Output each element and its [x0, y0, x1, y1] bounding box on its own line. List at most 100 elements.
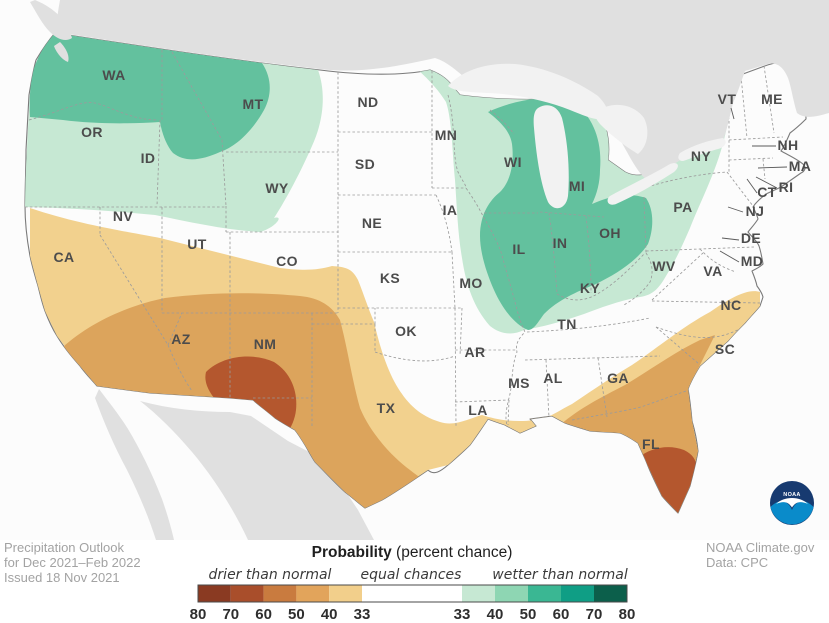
legend-number-wetter-70: 70	[586, 606, 603, 623]
legend-label-equal: equal chances	[361, 567, 462, 583]
state-label-va: VA	[703, 263, 722, 279]
attribution-line-1: Precipitation Outlook	[4, 540, 124, 555]
state-label-wi: WI	[504, 154, 522, 170]
state-callout-lines	[719, 107, 788, 263]
legend-tick-numbers: 80 70 60 50 40 33 33 40 50 60 70 80	[190, 606, 636, 623]
state-label-md: MD	[741, 253, 764, 269]
state-label-ok: OK	[395, 323, 417, 339]
state-label-il: IL	[512, 241, 525, 257]
state-label-nm: NM	[254, 336, 277, 352]
legend-number-drier-60: 60	[255, 606, 272, 623]
legend-swatch-wetter-0	[462, 585, 495, 602]
legend-swatch-wetter-2	[528, 585, 561, 602]
state-label-or: OR	[81, 124, 103, 140]
legend-swatch-drier-4	[329, 585, 362, 602]
lake-superior	[448, 63, 608, 120]
region-wetter-40-northwest	[29, 33, 270, 160]
state-label-wy: WY	[265, 180, 289, 196]
state-label-wa: WA	[102, 67, 125, 83]
legend-swatch-drier-1	[230, 585, 264, 602]
state-label-nj: NJ	[746, 203, 765, 219]
state-label-ar: AR	[464, 344, 485, 360]
lake-ontario	[678, 138, 726, 161]
legend-label-wetter: wetter than normal	[492, 567, 628, 583]
state-borders	[25, 50, 784, 428]
lake-michigan	[533, 105, 569, 209]
legend-swatch-drier-3	[296, 585, 330, 602]
state-label-ky: KY	[580, 280, 601, 296]
legend-number-wetter-80: 80	[619, 606, 636, 623]
state-label-nv: NV	[113, 208, 134, 224]
legend-swatch-wetter-3	[561, 585, 594, 602]
attribution: Precipitation Outlook for Dec 2021–Feb 2…	[4, 540, 815, 585]
state-label-vt: VT	[718, 91, 737, 107]
state-label-az: AZ	[171, 331, 191, 347]
state-label-in: IN	[553, 235, 568, 251]
legend-color-bar	[198, 585, 627, 602]
state-label-ga: GA	[607, 370, 629, 386]
legend-swatch-wetter-1	[495, 585, 528, 602]
legend-number-drier-70: 70	[222, 606, 239, 623]
state-label-nd: ND	[357, 94, 378, 110]
legend-swatch-equal	[362, 585, 462, 602]
state-label-co: CO	[276, 253, 298, 269]
state-label-ia: IA	[443, 202, 458, 218]
state-label-la: LA	[468, 402, 487, 418]
legend-number-drier-50: 50	[288, 606, 305, 623]
state-label-sd: SD	[355, 156, 375, 172]
state-label-mt: MT	[242, 96, 263, 112]
state-label-ny: NY	[691, 148, 712, 164]
state-label-wv: WV	[652, 258, 676, 274]
lake-erie	[607, 163, 678, 205]
region-drier-40-southwest	[62, 293, 432, 508]
state-label-ne: NE	[362, 215, 382, 231]
legend-number-wetter-33: 33	[454, 606, 471, 623]
state-label-nh: NH	[777, 137, 798, 153]
state-label-ri: RI	[779, 179, 794, 195]
state-label-ks: KS	[380, 270, 400, 286]
legend-number-drier-40: 40	[321, 606, 338, 623]
legend-swatch-drier-0	[198, 585, 231, 602]
state-label-ct: CT	[757, 184, 777, 200]
legend-number-wetter-60: 60	[553, 606, 570, 623]
mexico-landmass	[95, 389, 374, 540]
state-label-ut: UT	[187, 236, 207, 252]
state-label-de: DE	[741, 230, 761, 246]
great-lakes	[448, 63, 726, 209]
attribution-line-3: Issued 18 Nov 2021	[4, 570, 120, 585]
legend-number-drier-33: 33	[354, 606, 371, 623]
attribution-line-2: for Dec 2021–Feb 2022	[4, 555, 141, 570]
state-label-tn: TN	[557, 316, 576, 332]
noaa-logo-seagull-icon	[776, 498, 808, 508]
legend-number-drier-80: 80	[190, 606, 207, 623]
state-labels: WA OR ID MT WY NV UT CA AZ NM CO ND SD NE KS OK TX MN IA MO…	[53, 67, 812, 452]
state-label-fl: FL	[642, 436, 660, 452]
legend-swatch-wetter-4	[594, 585, 627, 602]
state-label-pa: PA	[673, 199, 692, 215]
region-drier-33-southern-band	[30, 208, 760, 513]
state-label-oh: OH	[599, 225, 621, 241]
state-label-ma: MA	[789, 158, 812, 174]
noaa-logo-wave	[770, 501, 814, 525]
source-line-2: Data: CPC	[706, 555, 768, 570]
state-label-mn: MN	[435, 127, 458, 143]
legend-label-drier: drier than normal	[209, 567, 332, 583]
state-label-tx: TX	[377, 400, 396, 416]
legend-bar-border	[197, 584, 628, 603]
state-label-mi: MI	[569, 178, 585, 194]
noaa-logo-text: NOAA	[783, 492, 800, 498]
legend-number-wetter-50: 50	[520, 606, 537, 623]
legend-title: Probability (percent chance)	[312, 544, 513, 561]
lake-huron	[595, 104, 648, 154]
state-label-ms: MS	[508, 375, 530, 391]
state-label-id: ID	[141, 150, 156, 166]
state-label-mo: MO	[459, 275, 482, 291]
state-label-al: AL	[543, 370, 563, 386]
legend: Probability (percent chance) drier than …	[190, 544, 636, 623]
region-drier-50-south-florida	[638, 447, 697, 513]
legend-swatch-drier-2	[263, 585, 297, 602]
state-label-me: ME	[761, 91, 783, 107]
state-label-ca: CA	[53, 249, 74, 265]
